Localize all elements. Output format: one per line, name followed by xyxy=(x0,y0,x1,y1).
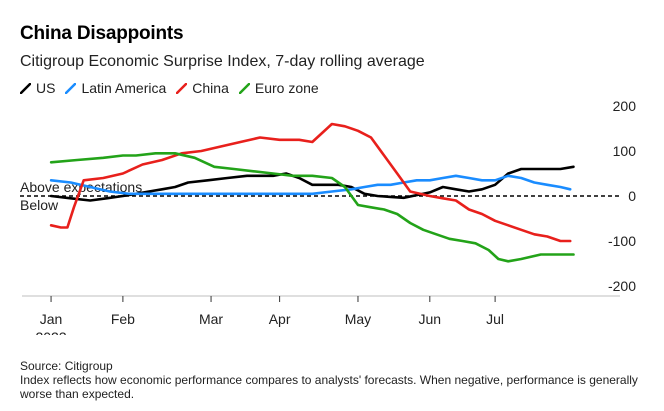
legend-swatch-us xyxy=(20,82,31,94)
x-tick-label: Mar xyxy=(199,311,223,327)
legend-item-latin-america: Latin America xyxy=(65,80,166,96)
series-line-us xyxy=(49,165,575,202)
x-tick-label: Jun xyxy=(419,311,442,327)
legend-swatch-china xyxy=(176,82,188,94)
legend-item-china: China xyxy=(176,80,229,96)
source-note: Source: Citigroup xyxy=(20,359,113,373)
legend-swatch-latin-america xyxy=(65,82,77,94)
x-tick-label: Feb xyxy=(111,311,135,327)
x-tick-label: Apr xyxy=(269,311,291,327)
legend-swatch-euro-zone xyxy=(238,82,250,94)
x-tick-label: May xyxy=(345,311,371,327)
legend-label-us: US xyxy=(36,80,56,96)
series-line-euro-zone xyxy=(49,152,575,263)
y-tick-label: -100 xyxy=(608,233,636,249)
legend: US Latin America China Euro zone xyxy=(20,80,329,96)
x-tick-label: Jul xyxy=(486,311,504,327)
x-tick-label: 2023 xyxy=(35,329,66,335)
chart-subtitle: Citigroup Economic Surprise Index, 7-day… xyxy=(20,53,425,70)
series-line-china xyxy=(49,122,572,243)
series-line-latin-america xyxy=(49,174,572,196)
y-tick-label: 0 xyxy=(628,188,636,204)
line-chart: Jan 2023 Feb Mar Apr May Jun Jul 200 100 0 -100 -200… xyxy=(20,98,637,335)
legend-label-china: China xyxy=(192,80,229,96)
legend-label-euro-zone: Euro zone xyxy=(254,80,319,96)
y-tick-label: -200 xyxy=(608,278,636,294)
y-tick-label: 200 xyxy=(613,98,637,114)
chart-title: China Disappoints xyxy=(20,23,184,44)
below-expectations-label: Below xyxy=(20,197,59,213)
y-tick-label: 100 xyxy=(613,143,637,159)
legend-label-latin-america: Latin America xyxy=(81,80,167,96)
legend-item-euro-zone: Euro zone xyxy=(238,80,319,96)
x-tick-label: Jan xyxy=(40,311,63,327)
legend-item-us: US xyxy=(20,80,55,96)
index-explanation-note: Index reflects how economic performance … xyxy=(20,373,638,401)
